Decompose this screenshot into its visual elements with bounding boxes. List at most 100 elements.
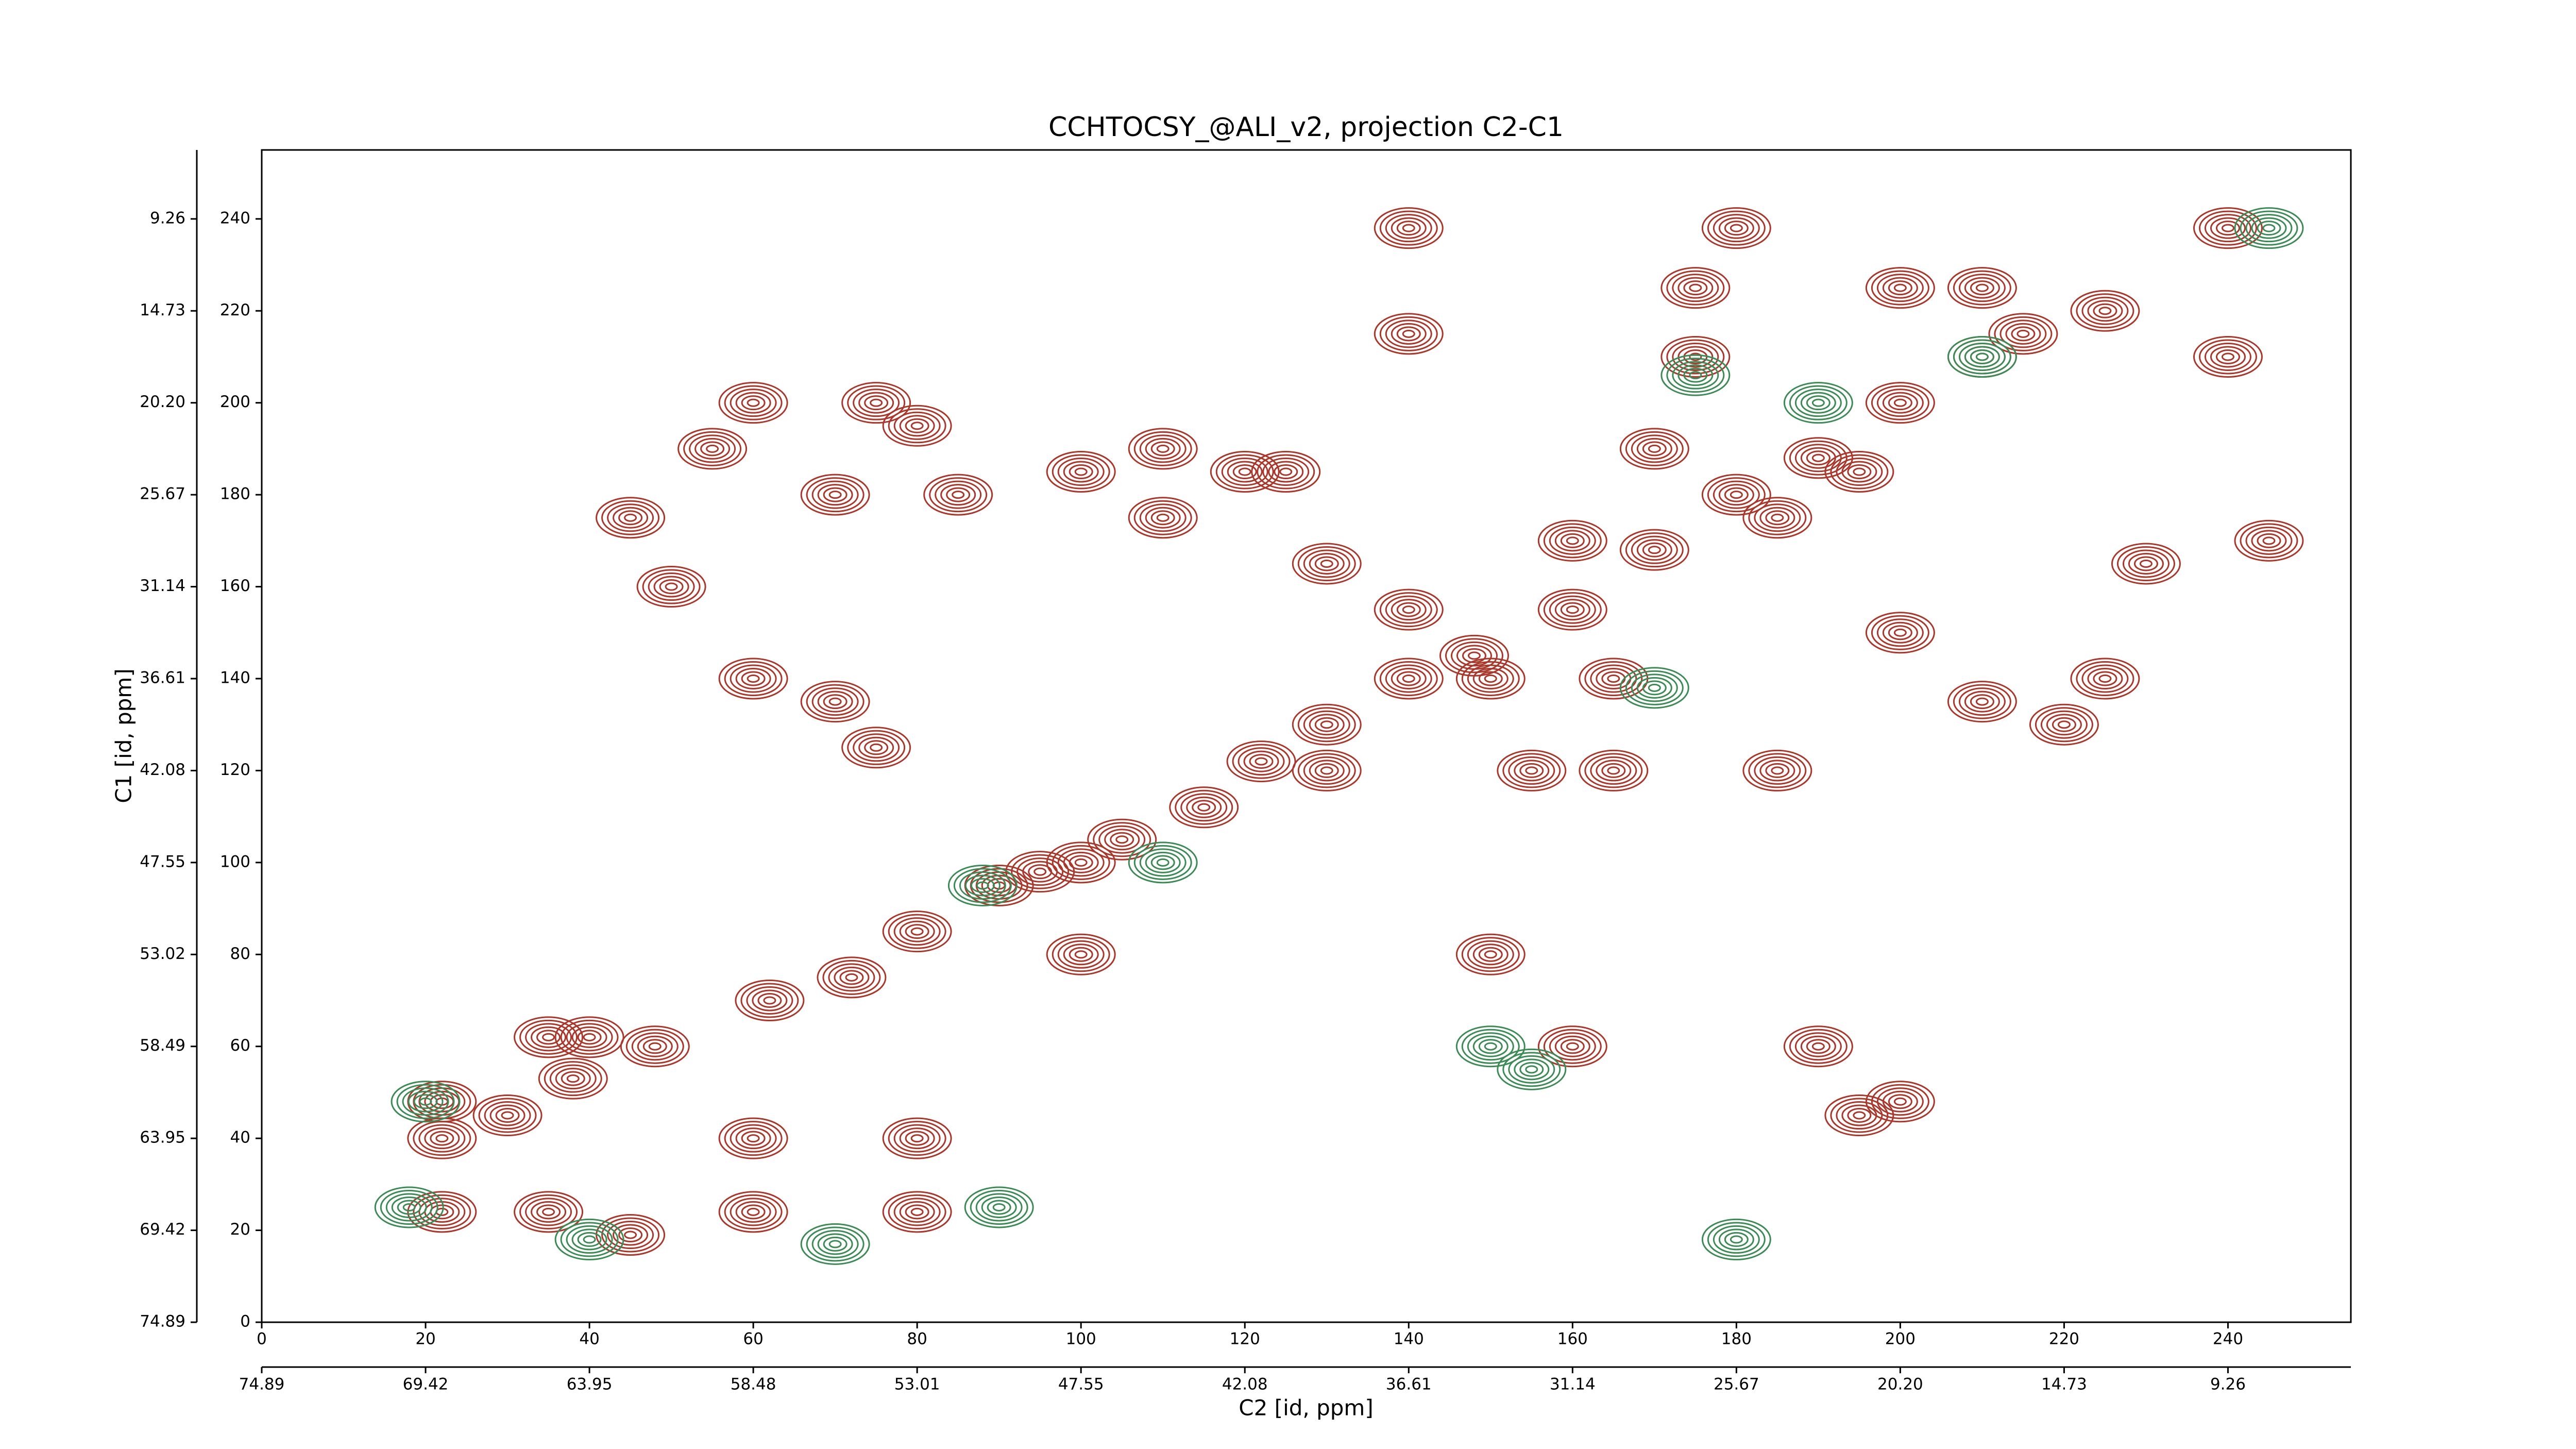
contour-ring: [2057, 720, 2071, 729]
peak: [1865, 267, 1935, 309]
peak: [817, 956, 887, 999]
y-tick-label: 200: [220, 393, 250, 411]
contour-ring: [1579, 749, 1649, 791]
contour-ring: [1098, 825, 1146, 854]
contour-ring: [1543, 523, 1602, 559]
contour-ring: [1742, 749, 1812, 791]
contour-ring: [1297, 707, 1356, 743]
peak: [1455, 933, 1526, 975]
contour-ring: [402, 1203, 416, 1211]
contour-ring: [1472, 1035, 1509, 1057]
contour-ring: [1549, 595, 1596, 624]
contour-ring: [1461, 937, 1520, 972]
peak: [1374, 658, 1444, 700]
contour-ring: [1754, 503, 1801, 532]
contour-ring: [1104, 829, 1140, 851]
contour-ring: [1461, 1029, 1520, 1064]
contour-ring: [2210, 346, 2246, 368]
x-tick-label: 60: [743, 1330, 763, 1349]
contour-ring: [1718, 484, 1754, 506]
contour-ring: [1893, 628, 1907, 637]
contour-ring: [811, 480, 859, 509]
contour-ring: [2116, 546, 2175, 581]
contour-ring: [435, 1134, 449, 1143]
contour-ring: [549, 1064, 597, 1093]
contour-ring: [1396, 221, 1421, 236]
contour-ring: [1033, 867, 1047, 876]
peak: [1455, 1025, 1526, 1068]
contour-ring: [1472, 943, 1509, 966]
contour-ring: [2122, 549, 2170, 578]
contour-ring: [1139, 503, 1187, 532]
contour-ring: [1947, 681, 2017, 723]
contour-ring: [430, 1131, 454, 1146]
contour-ring: [1467, 940, 1514, 969]
contour-ring: [1724, 221, 1749, 236]
contour-ring: [2040, 710, 2088, 739]
contour-ring: [1215, 454, 1274, 490]
contour-ring: [740, 983, 799, 1018]
contour-ring: [841, 727, 911, 769]
contour-ring: [1374, 588, 1444, 631]
contour-ring: [905, 418, 929, 433]
contour-ring: [1701, 474, 1771, 516]
peak: [1537, 588, 1607, 631]
contour-ring: [823, 1236, 848, 1252]
contour-ring: [987, 1200, 1011, 1215]
contour-ring: [489, 1104, 526, 1126]
contour-ring: [624, 1231, 637, 1239]
contour-ring: [1385, 319, 1432, 348]
contour-ring: [828, 697, 842, 706]
contour-ring: [1484, 1042, 1497, 1051]
contour-ring: [613, 507, 649, 529]
contours: [374, 207, 2304, 1265]
peak: [1046, 841, 1116, 884]
contour-ring: [905, 924, 929, 939]
contour-ring: [817, 956, 887, 999]
contour-ring: [1560, 1039, 1585, 1054]
contour-ring: [648, 572, 695, 601]
contour-ring: [959, 871, 1006, 900]
peak: [1579, 658, 1649, 700]
contour-ring: [1402, 674, 1415, 683]
contour-ring: [1303, 549, 1350, 578]
contour-ring: [2070, 658, 2140, 700]
contour-ring: [1508, 756, 1555, 785]
contour-ring: [1754, 756, 1801, 785]
peak: [882, 405, 952, 447]
contour-ring: [566, 1023, 613, 1052]
contour-ring: [531, 1201, 567, 1223]
contour-ring: [583, 1235, 596, 1244]
x-ppm-tick-label: 25.67: [1714, 1375, 1759, 1394]
contour-ring: [571, 1228, 607, 1251]
peak: [1865, 382, 1935, 424]
contour-ring: [1227, 461, 1263, 483]
contour-ring: [1847, 464, 1872, 480]
contour-ring: [385, 1193, 433, 1222]
contour-ring: [1478, 1039, 1503, 1054]
contour-ring: [1811, 453, 1825, 462]
contour-ring: [1660, 354, 1731, 396]
contour-ring: [1519, 1062, 1544, 1077]
contour-ring: [566, 1074, 580, 1083]
peak: [1292, 703, 1362, 746]
contour-ring: [2262, 536, 2276, 545]
contour-ring: [718, 1117, 788, 1159]
y-axis-label: C1 [id, ppm]: [111, 668, 137, 803]
contour-ring: [899, 1127, 935, 1150]
contour-ring: [1953, 270, 2011, 306]
contour-ring: [1882, 392, 1918, 414]
contour-ring: [1467, 1032, 1514, 1061]
contour-ring: [1169, 786, 1239, 829]
contour-ring: [899, 1201, 935, 1223]
contour-ring: [1497, 749, 1567, 791]
contour-ring: [1057, 940, 1105, 969]
contour-ring: [800, 1223, 870, 1265]
contour-ring: [618, 510, 643, 526]
contour-ring: [418, 1124, 466, 1153]
contour-ring: [1069, 947, 1093, 962]
contour-ring: [1666, 358, 1725, 393]
contour-ring: [637, 1035, 673, 1057]
peak: [2193, 207, 2263, 249]
contour-ring: [806, 477, 865, 513]
